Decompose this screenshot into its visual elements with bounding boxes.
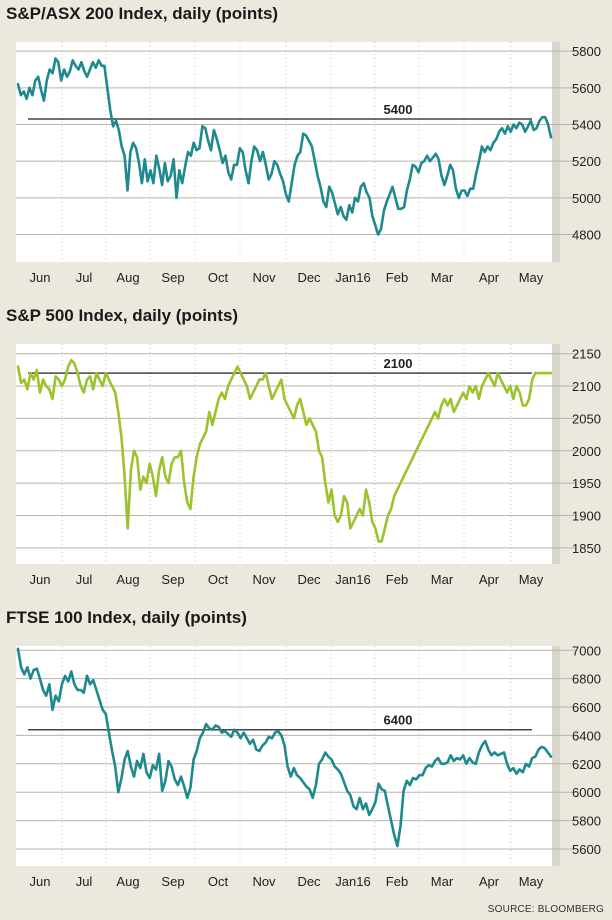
y-tick-label: 6200 [572, 757, 601, 772]
x-tick-label: Jul [76, 874, 93, 889]
x-tick-label: Dec [297, 572, 321, 587]
chart-panel-asx200: S&P/ASX 200 Index, daily (points) 4800 50… [0, 0, 612, 300]
series-line [16, 358, 553, 543]
sp500-chart: 1850 1900 1950 2000 2050 2100 2150 Jun Jul Aug Sep… [16, 344, 601, 587]
x-tick-label: Apr [479, 270, 500, 285]
y-tick-label: 1950 [572, 476, 601, 491]
x-tick-label: Apr [479, 572, 500, 587]
y-tick-label: 5800 [572, 814, 601, 829]
y-tick-label: 4800 [572, 228, 601, 243]
x-tick-label: Nov [252, 270, 276, 285]
y-tick-label: 5600 [572, 81, 601, 96]
x-tick-label: Nov [252, 874, 276, 889]
plot-area [16, 42, 552, 262]
x-tick-label: Feb [386, 572, 408, 587]
x-tick-label: Apr [479, 874, 500, 889]
series-line [16, 647, 553, 848]
chart-title: S&P 500 Index, daily (points) [6, 306, 239, 325]
x-tick-label: Mar [431, 270, 454, 285]
y-tick-label: 5800 [572, 44, 601, 59]
x-tick-label: Sep [161, 874, 184, 889]
x-tick-label: Mar [431, 874, 454, 889]
plot-edge-shade [552, 42, 560, 262]
x-tick-label: Jul [76, 572, 93, 587]
chart-panel-ftse100: FTSE 100 Index, daily (points) 5600 5800 6… [0, 604, 612, 904]
x-tick-label: May [519, 270, 544, 285]
reference-line-label: 2100 [384, 356, 413, 371]
chart-title: FTSE 100 Index, daily (points) [6, 608, 247, 627]
y-tick-label: 2150 [572, 347, 601, 362]
x-tick-label: Jun [30, 874, 51, 889]
chart-panel-sp500: S&P 500 Index, daily (points) 1850 1900 19… [0, 302, 612, 602]
reference-line-label: 6400 [384, 713, 413, 728]
x-tick-label: Aug [116, 874, 139, 889]
x-tick-label: Feb [386, 874, 408, 889]
y-tick-label: 6600 [572, 700, 601, 715]
y-tick-label: 7000 [572, 643, 601, 658]
x-tick-label: Jun [30, 270, 51, 285]
y-tick-label: 2050 [572, 411, 601, 426]
x-tick-label: Feb [386, 270, 408, 285]
y-tick-label: 1850 [572, 541, 601, 556]
x-tick-label: Jun [30, 572, 51, 587]
asx200-chart: 4800 5000 5200 5400 5600 5800 Jun Jul Aug Sep Oct N… [16, 42, 601, 285]
x-tick-label: Jul [76, 270, 93, 285]
plot-edge-shade [552, 646, 560, 866]
y-tick-label: 5600 [572, 842, 601, 857]
y-tick-label: 5000 [572, 191, 601, 206]
y-tick-label: 5400 [572, 118, 601, 133]
x-tick-label: Aug [116, 270, 139, 285]
x-tick-label: Oct [208, 874, 229, 889]
plot-edge-shade [552, 344, 560, 564]
x-tick-label: Jan16 [335, 270, 370, 285]
y-tick-label: 1900 [572, 508, 601, 523]
x-tick-label: Oct [208, 270, 229, 285]
x-tick-label: Dec [297, 874, 321, 889]
ftse100-chart: 5600 5800 6000 6200 6400 6600 6800 7000 Jun Jul Au… [16, 643, 601, 889]
reference-line-label: 5400 [384, 102, 413, 117]
source-credit: SOURCE: BLOOMBERG [487, 904, 604, 915]
x-tick-label: Oct [208, 572, 229, 587]
x-tick-label: Sep [161, 270, 184, 285]
x-tick-label: Mar [431, 572, 454, 587]
x-tick-label: Aug [116, 572, 139, 587]
x-tick-label: May [519, 874, 544, 889]
y-tick-label: 2000 [572, 444, 601, 459]
y-tick-label: 6400 [572, 728, 601, 743]
x-tick-label: May [519, 572, 544, 587]
x-tick-label: Jan16 [335, 874, 370, 889]
y-tick-label: 6800 [572, 672, 601, 687]
x-tick-label: Dec [297, 270, 321, 285]
y-tick-label: 6000 [572, 785, 601, 800]
x-tick-label: Nov [252, 572, 276, 587]
plot-area [16, 344, 552, 564]
x-tick-label: Jan16 [335, 572, 370, 587]
y-tick-label: 5200 [572, 154, 601, 169]
y-tick-label: 2100 [572, 379, 601, 394]
x-tick-label: Sep [161, 572, 184, 587]
series-line [16, 57, 553, 236]
chart-title: S&P/ASX 200 Index, daily (points) [6, 4, 279, 23]
